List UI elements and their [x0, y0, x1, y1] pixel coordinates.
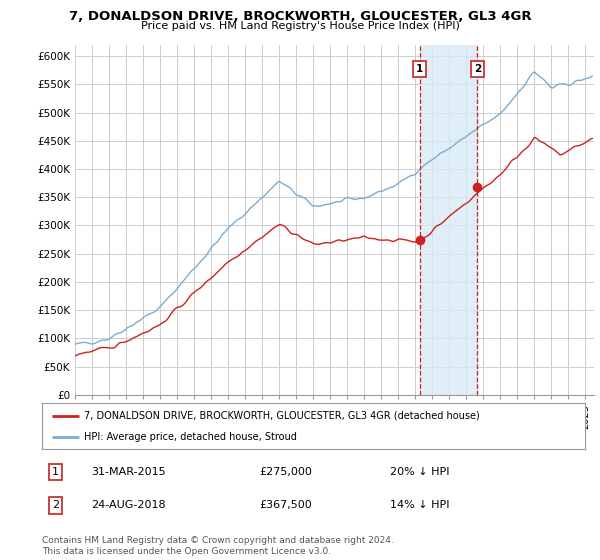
- Text: 7, DONALDSON DRIVE, BROCKWORTH, GLOUCESTER, GL3 4GR (detached house): 7, DONALDSON DRIVE, BROCKWORTH, GLOUCEST…: [84, 410, 479, 421]
- Text: 14% ↓ HPI: 14% ↓ HPI: [389, 501, 449, 510]
- Text: 20% ↓ HPI: 20% ↓ HPI: [389, 467, 449, 477]
- Bar: [419, 45, 478, 395]
- Text: 1: 1: [52, 467, 59, 477]
- Text: 24-AUG-2018: 24-AUG-2018: [91, 501, 166, 510]
- Text: 2: 2: [474, 64, 481, 74]
- Text: £275,000: £275,000: [259, 467, 312, 477]
- Text: HPI: Average price, detached house, Stroud: HPI: Average price, detached house, Stro…: [84, 432, 296, 442]
- Text: Contains HM Land Registry data © Crown copyright and database right 2024.
This d: Contains HM Land Registry data © Crown c…: [42, 536, 394, 556]
- Text: 31-MAR-2015: 31-MAR-2015: [91, 467, 166, 477]
- Text: 7, DONALDSON DRIVE, BROCKWORTH, GLOUCESTER, GL3 4GR: 7, DONALDSON DRIVE, BROCKWORTH, GLOUCEST…: [68, 10, 532, 23]
- Text: 1: 1: [416, 64, 423, 74]
- Text: Price paid vs. HM Land Registry's House Price Index (HPI): Price paid vs. HM Land Registry's House …: [140, 21, 460, 31]
- Text: 2: 2: [52, 501, 59, 510]
- Text: £367,500: £367,500: [259, 501, 312, 510]
